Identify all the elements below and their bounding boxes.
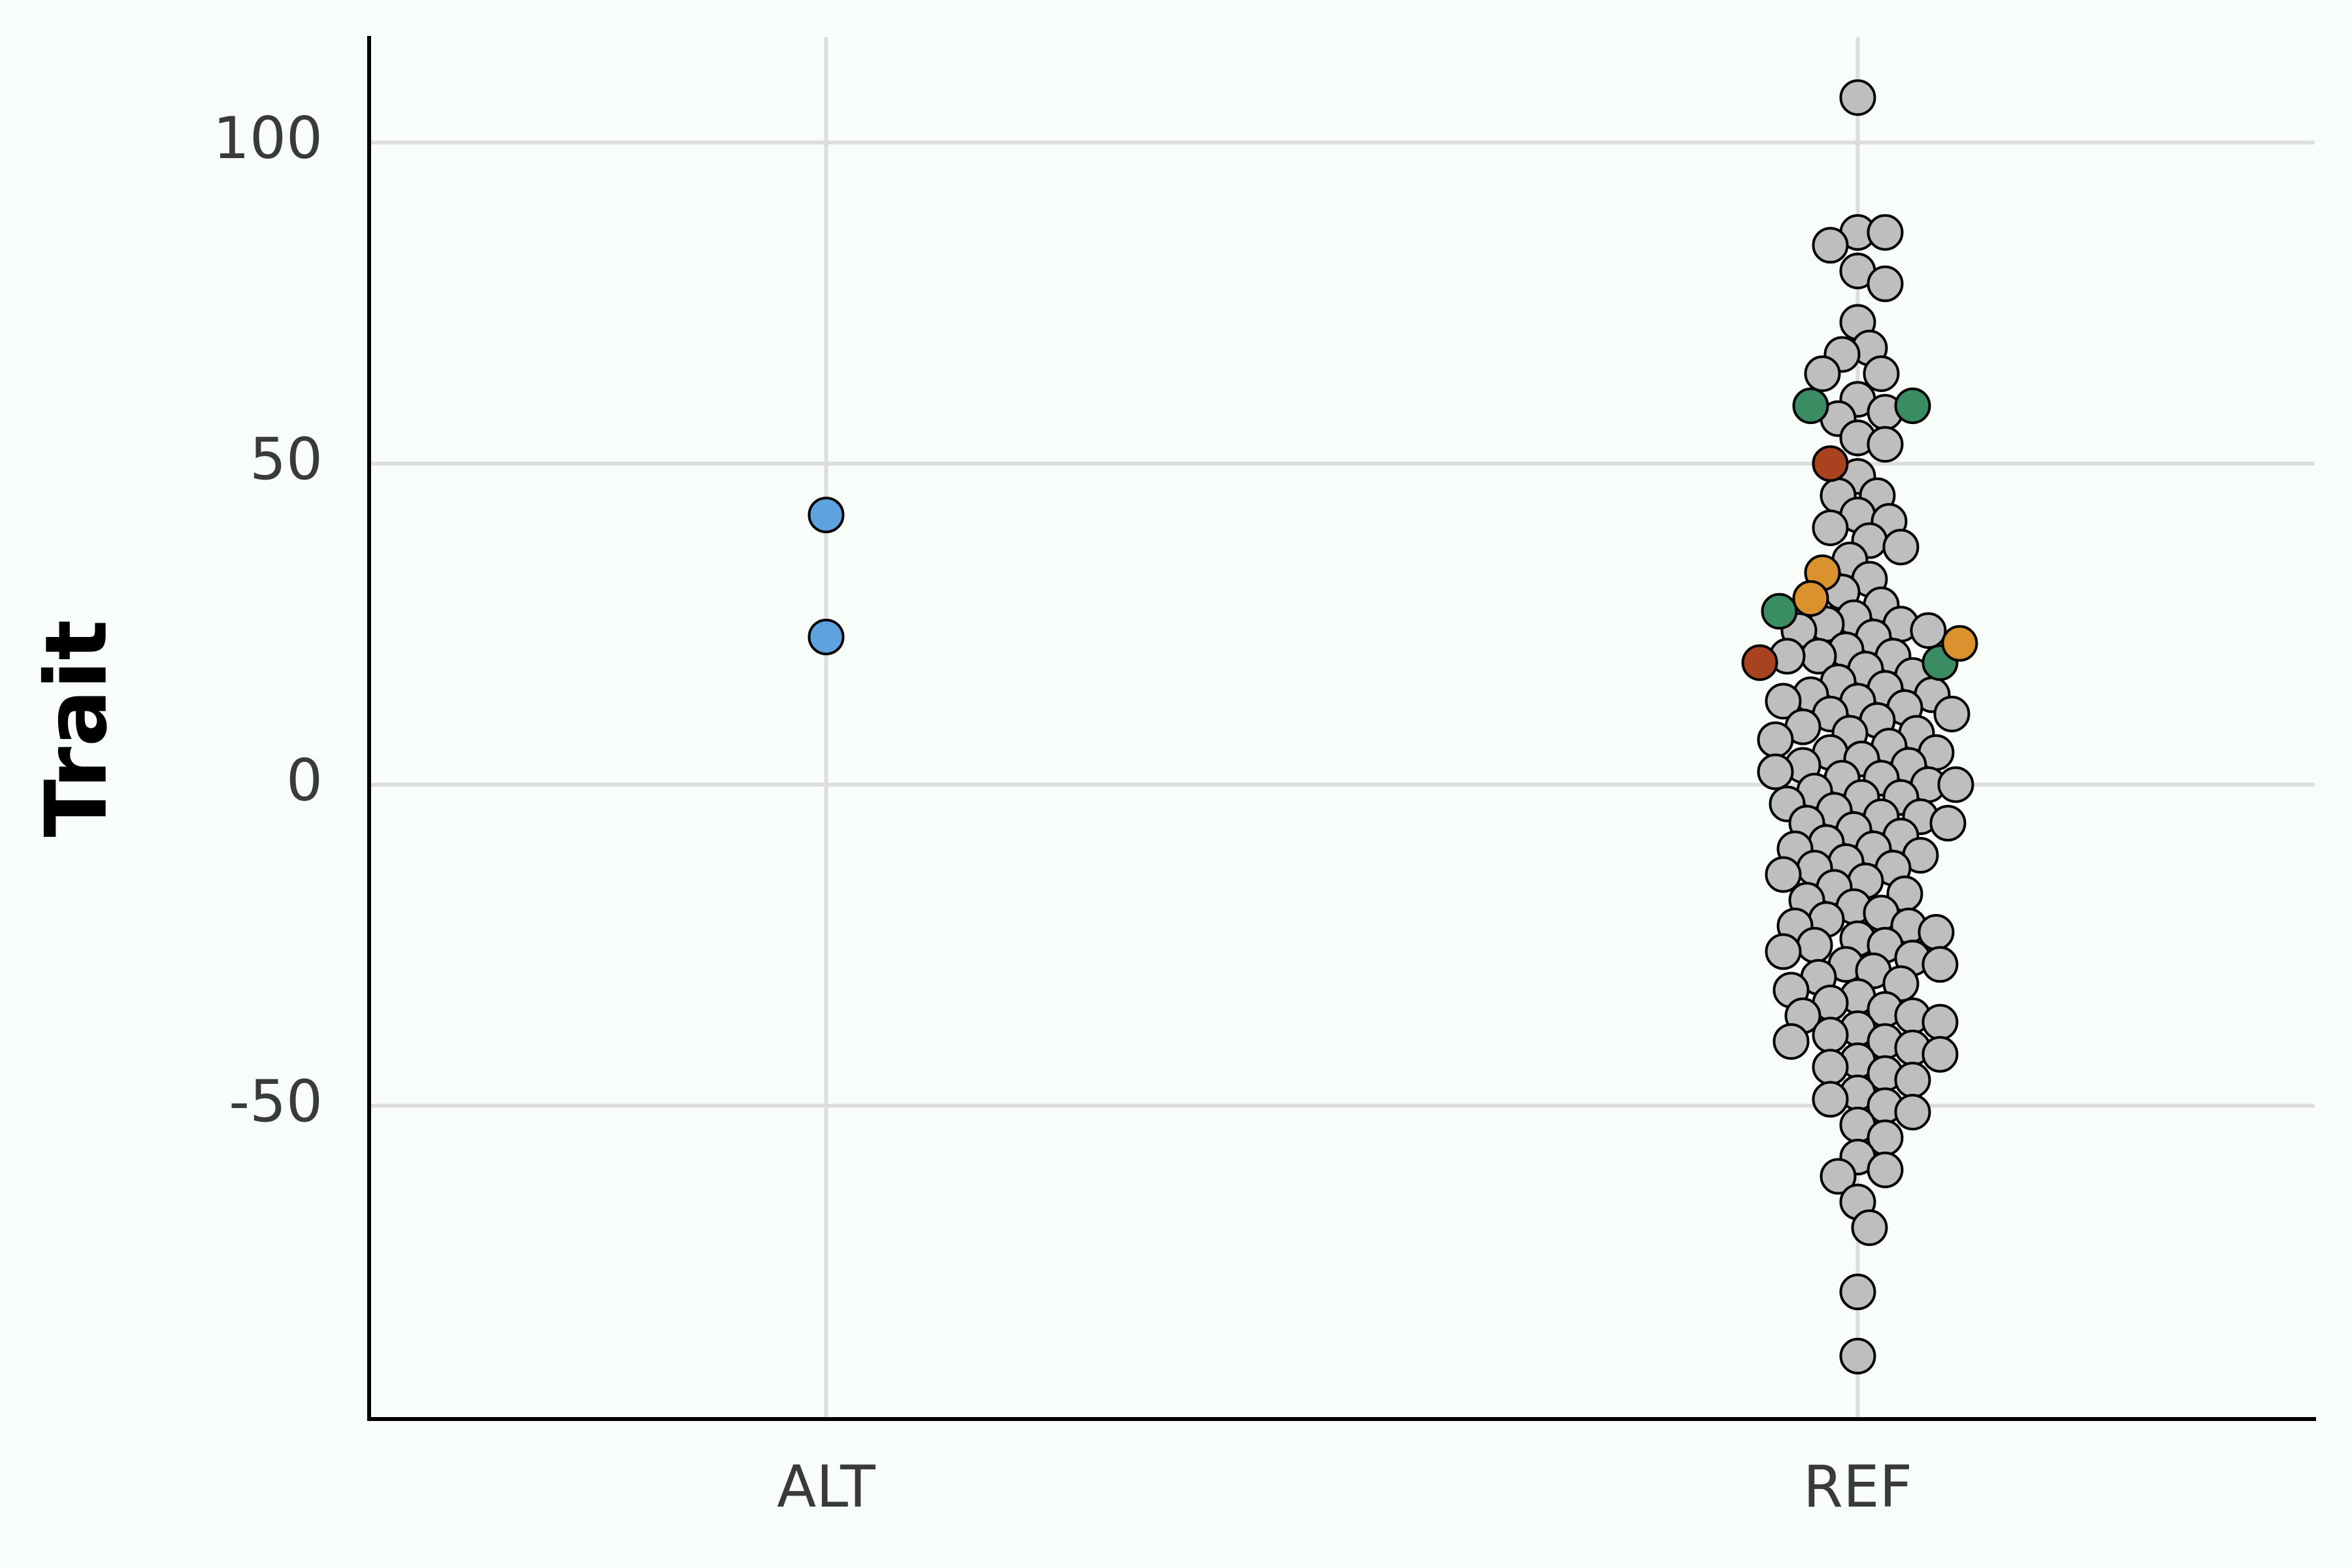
point [1910,612,1947,649]
point [1812,445,1849,482]
point [1765,856,1802,893]
y-tick-label: 100 [213,105,323,172]
point [1757,721,1794,759]
point [1882,529,1919,566]
point [1921,1036,1959,1073]
point [808,497,845,534]
y-tick-label: 0 [286,747,323,814]
point [1933,695,1970,732]
point [1839,79,1876,116]
point [1851,1209,1888,1247]
point [1820,1158,1857,1195]
point [1792,387,1829,425]
x-tick-label: ALT [777,1453,876,1520]
point [1929,804,1967,841]
point [1772,1023,1810,1060]
point [1894,1062,1931,1099]
point [1839,1273,1876,1311]
point [1812,1049,1849,1086]
point [1812,227,1849,264]
point [1921,1004,1959,1041]
point [1894,387,1931,425]
point [1765,683,1802,720]
point [1894,1094,1931,1131]
point [1741,644,1778,681]
x-tick-label: REF [1803,1453,1912,1520]
point [1937,766,1974,803]
y-tick-label: -50 [229,1068,323,1135]
point [1863,355,1900,392]
y-axis-title: Trait [27,620,126,838]
point [1921,946,1959,983]
point [1804,355,1841,392]
point [1812,1081,1849,1118]
point [1765,933,1802,970]
point [1867,265,1904,302]
point [1792,580,1829,617]
point [1867,214,1904,251]
y-tick-label: 50 [250,426,323,493]
point [1761,593,1798,630]
point [1839,1337,1876,1375]
point [1941,625,1978,662]
point [1796,926,1833,964]
point [1867,1151,1904,1188]
point [808,618,845,655]
point [1867,426,1904,463]
point [1757,753,1794,791]
point [1812,509,1849,546]
point [1812,1017,1849,1054]
points [808,79,1978,1375]
